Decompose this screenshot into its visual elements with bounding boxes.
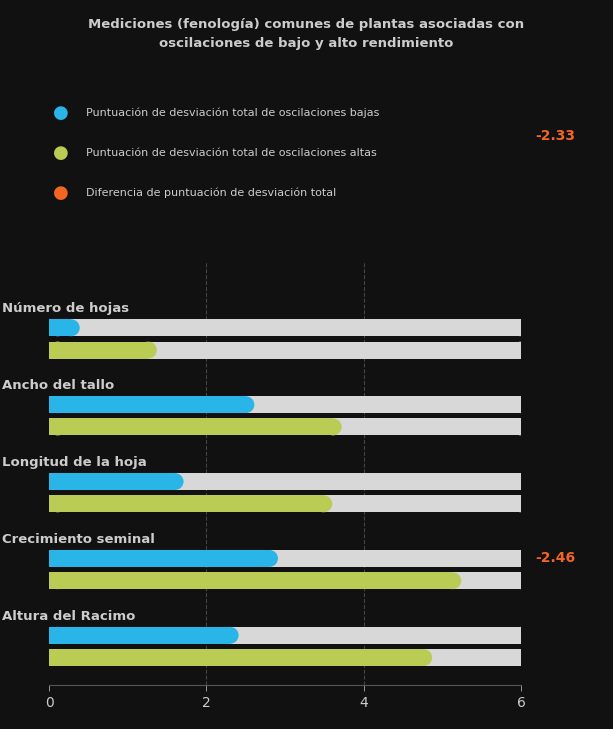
Bar	[58, 496, 521, 512]
Text: ●: ●	[53, 104, 69, 122]
Bar	[49, 342, 148, 359]
Circle shape	[512, 496, 530, 512]
Circle shape	[49, 550, 66, 567]
Circle shape	[512, 319, 530, 336]
Circle shape	[166, 473, 183, 490]
Circle shape	[512, 649, 530, 666]
Circle shape	[512, 418, 530, 435]
Bar	[58, 627, 521, 644]
Text: Diferencia de puntuación de desviación total: Diferencia de puntuación de desviación t…	[86, 188, 336, 198]
Circle shape	[49, 496, 66, 512]
Bar	[58, 572, 521, 589]
Bar	[49, 396, 246, 413]
Bar	[58, 418, 521, 435]
Circle shape	[512, 627, 530, 644]
Circle shape	[49, 319, 66, 336]
Text: Mediciones (fenología) comunes de plantas asociadas con
oscilaciones de bajo y a: Mediciones (fenología) comunes de planta…	[88, 18, 525, 50]
Text: Número de hojas: Número de hojas	[2, 302, 129, 315]
Circle shape	[140, 342, 157, 359]
Circle shape	[512, 550, 530, 567]
Text: Altura del Racimo: Altura del Racimo	[2, 609, 135, 623]
Circle shape	[315, 496, 332, 512]
Bar	[49, 496, 324, 512]
Text: Longitud de la hoja: Longitud de la hoja	[2, 456, 147, 469]
Bar	[58, 649, 521, 666]
Bar	[49, 572, 452, 589]
Circle shape	[512, 396, 530, 413]
Text: Puntuación de desviación total de oscilaciones altas: Puntuación de desviación total de oscila…	[86, 148, 376, 158]
Circle shape	[237, 396, 254, 413]
Bar	[58, 319, 521, 336]
Circle shape	[63, 319, 80, 336]
Circle shape	[512, 342, 530, 359]
Bar	[58, 473, 521, 490]
Text: ●: ●	[53, 144, 69, 162]
Bar	[49, 649, 424, 666]
Circle shape	[49, 627, 66, 644]
Circle shape	[415, 649, 432, 666]
Circle shape	[49, 418, 66, 435]
Circle shape	[261, 550, 278, 567]
Circle shape	[49, 342, 66, 359]
Circle shape	[49, 396, 66, 413]
Bar	[49, 418, 333, 435]
Circle shape	[324, 418, 341, 435]
Circle shape	[444, 572, 461, 589]
Text: -2.33: -2.33	[535, 128, 575, 143]
Circle shape	[49, 572, 66, 589]
Bar	[58, 396, 521, 413]
Bar	[58, 342, 521, 359]
Circle shape	[49, 649, 66, 666]
Bar	[58, 550, 521, 567]
Text: ●: ●	[53, 184, 69, 202]
Circle shape	[512, 572, 530, 589]
Bar	[49, 319, 71, 336]
Text: Crecimiento seminal: Crecimiento seminal	[2, 533, 154, 546]
Circle shape	[221, 627, 238, 644]
Bar	[49, 550, 269, 567]
Bar	[49, 473, 175, 490]
Text: -2.46: -2.46	[535, 551, 576, 566]
Circle shape	[512, 473, 530, 490]
Circle shape	[49, 473, 66, 490]
Bar	[49, 627, 230, 644]
Text: Ancho del tallo: Ancho del tallo	[2, 379, 114, 392]
Text: Puntuación de desviación total de oscilaciones bajas: Puntuación de desviación total de oscila…	[86, 108, 379, 118]
